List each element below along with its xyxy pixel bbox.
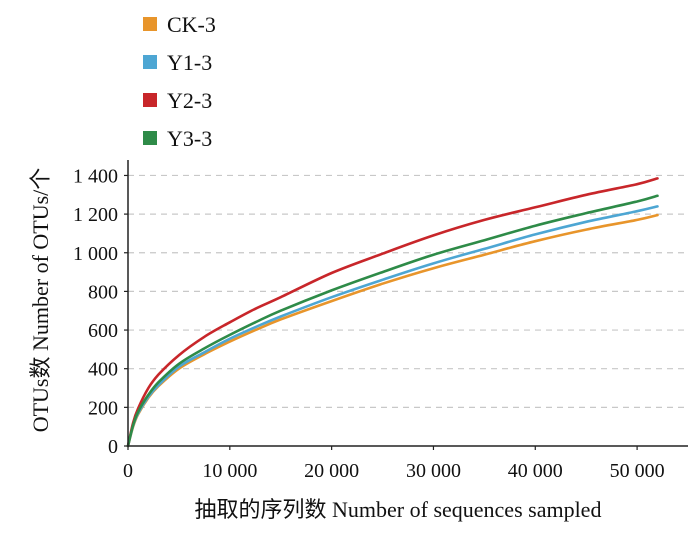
y-axis-label: OTUs数 Number of OTUs/个 bbox=[28, 168, 53, 433]
legend: CK-3 Y1-3 Y2-3 Y3-3 bbox=[143, 12, 216, 151]
x-tick-label: 40 000 bbox=[508, 460, 563, 482]
series-line-y2-3 bbox=[126, 177, 659, 448]
y-tick-label: 1 200 bbox=[73, 204, 118, 226]
x-tick-label: 50 000 bbox=[610, 460, 665, 482]
series-line-y1-3 bbox=[126, 205, 659, 448]
legend-swatch bbox=[143, 55, 157, 69]
x-tick-label: 10 000 bbox=[202, 460, 257, 482]
y-tick-label: 0 bbox=[108, 436, 118, 458]
x-tick-label: 30 000 bbox=[406, 460, 461, 482]
legend-swatch bbox=[143, 93, 157, 107]
y-tick-labels: 0 200 400 600 800 1 000 1 200 1 400 bbox=[73, 165, 128, 458]
x-tick-label: 0 bbox=[123, 460, 133, 482]
y-tick-label: 400 bbox=[88, 359, 118, 381]
y-tick-label: 200 bbox=[88, 397, 118, 419]
y-tick-label: 1 400 bbox=[73, 165, 118, 187]
y-tick-label: 1 000 bbox=[73, 243, 118, 265]
legend-swatch bbox=[143, 131, 157, 145]
x-axis-label: 抽取的序列数 Number of sequences sampled bbox=[195, 497, 602, 522]
legend-label: Y2-3 bbox=[167, 88, 212, 113]
axes bbox=[127, 160, 688, 447]
gridlines bbox=[128, 174, 688, 408]
series-lines bbox=[126, 177, 659, 448]
x-tick-labels: 0 10 000 20 000 30 000 40 000 50 000 bbox=[123, 446, 665, 482]
legend-label: CK-3 bbox=[167, 12, 216, 37]
legend-label: Y1-3 bbox=[167, 50, 212, 75]
x-tick-label: 20 000 bbox=[304, 460, 359, 482]
y-tick-label: 600 bbox=[88, 320, 118, 342]
series-line-y3-3 bbox=[126, 194, 659, 448]
legend-swatch bbox=[143, 17, 157, 31]
legend-label: Y3-3 bbox=[167, 126, 212, 151]
y-tick-label: 800 bbox=[88, 281, 118, 303]
